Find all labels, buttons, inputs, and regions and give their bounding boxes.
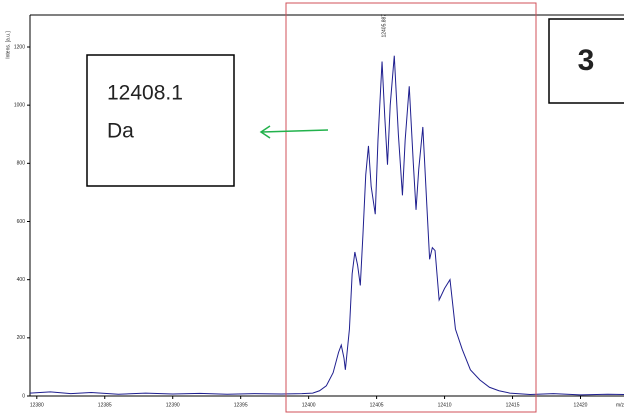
arrow-line [261,129,329,133]
x-tick-label: 12380 [30,402,44,408]
peak-label: 12405.887 [382,14,388,38]
x-tick-label: 12390 [166,402,180,408]
y-tick-label: 200 [17,335,26,341]
mass-value: 12408.1 [107,82,183,105]
y-tick-label: 800 [17,161,26,167]
panel-label: 3 [578,44,595,77]
y-tick-label: 0 [22,393,25,399]
y-tick-label: 1000 [14,102,25,108]
spectrum-line [29,55,624,396]
x-tick-label: 12405 [370,402,384,408]
x-axis-label: m/z [616,402,624,408]
x-tick-label: 12395 [234,402,248,408]
highlight-box [285,2,537,413]
plot: 0 200 400 600 800 1000 1200 12380 12385 12390 1239… [5,14,624,408]
x-tick-label: 12410 [438,402,452,408]
y-tick-label: 400 [17,277,26,283]
mass-unit: Da [107,120,134,143]
y-axis-label: Intens. [a.u.] [5,31,11,59]
mass-box [86,54,235,187]
y-tick-label: 600 [17,219,26,225]
y-tick-label: 1200 [14,44,25,50]
x-tick-label: 12415 [506,402,520,408]
x-tick-label: 12420 [574,402,588,408]
panel-box [548,18,624,104]
x-tick-label: 12385 [98,402,112,408]
x-tick-label: 12400 [302,402,316,408]
arrow-head [259,125,271,139]
